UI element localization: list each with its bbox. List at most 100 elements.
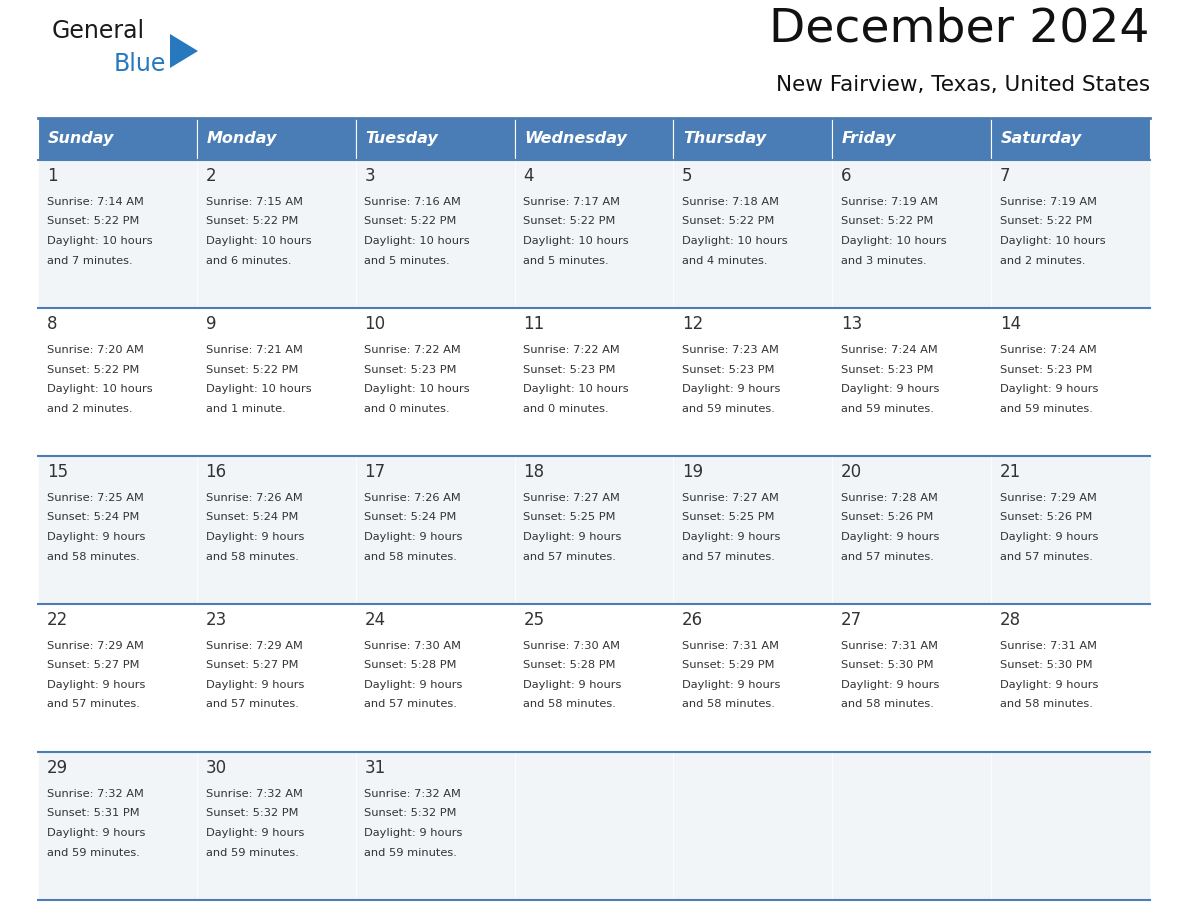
Text: Sunrise: 7:25 AM: Sunrise: 7:25 AM <box>46 493 144 503</box>
Text: Daylight: 9 hours: Daylight: 9 hours <box>206 680 304 690</box>
Text: Sunset: 5:22 PM: Sunset: 5:22 PM <box>841 217 934 227</box>
Text: Sunset: 5:23 PM: Sunset: 5:23 PM <box>841 364 934 375</box>
Bar <box>674 118 833 160</box>
Text: Sunrise: 7:24 AM: Sunrise: 7:24 AM <box>1000 345 1097 355</box>
Text: and 59 minutes.: and 59 minutes. <box>206 847 298 857</box>
Text: Sunrise: 7:26 AM: Sunrise: 7:26 AM <box>365 493 461 503</box>
Text: and 57 minutes.: and 57 minutes. <box>206 700 298 710</box>
Text: Sunrise: 7:32 AM: Sunrise: 7:32 AM <box>206 789 303 799</box>
Text: 22: 22 <box>46 611 68 629</box>
Text: 8: 8 <box>46 315 57 333</box>
Text: 27: 27 <box>841 611 862 629</box>
Bar <box>355 456 514 604</box>
Text: 16: 16 <box>206 463 227 481</box>
Text: Sunrise: 7:30 AM: Sunrise: 7:30 AM <box>365 641 461 651</box>
Text: Daylight: 9 hours: Daylight: 9 hours <box>46 532 145 542</box>
Text: and 58 minutes.: and 58 minutes. <box>1000 700 1093 710</box>
Text: and 2 minutes.: and 2 minutes. <box>46 404 132 413</box>
Text: Sunset: 5:22 PM: Sunset: 5:22 PM <box>682 217 775 227</box>
Text: Daylight: 10 hours: Daylight: 10 hours <box>523 236 628 246</box>
Text: Sunset: 5:23 PM: Sunset: 5:23 PM <box>682 364 775 375</box>
Text: Daylight: 10 hours: Daylight: 10 hours <box>682 236 788 246</box>
Text: Sunset: 5:30 PM: Sunset: 5:30 PM <box>841 660 934 670</box>
Text: 29: 29 <box>46 759 68 777</box>
Text: Sunset: 5:25 PM: Sunset: 5:25 PM <box>523 512 615 522</box>
Text: Sunrise: 7:22 AM: Sunrise: 7:22 AM <box>365 345 461 355</box>
Text: Sunday: Sunday <box>48 131 114 147</box>
Text: and 57 minutes.: and 57 minutes. <box>1000 552 1093 562</box>
Text: 10: 10 <box>365 315 386 333</box>
Text: Sunrise: 7:15 AM: Sunrise: 7:15 AM <box>206 197 303 207</box>
Text: Daylight: 10 hours: Daylight: 10 hours <box>206 236 311 246</box>
Text: Daylight: 9 hours: Daylight: 9 hours <box>365 680 463 690</box>
Text: Sunrise: 7:27 AM: Sunrise: 7:27 AM <box>682 493 779 503</box>
Text: 6: 6 <box>841 167 852 185</box>
Bar <box>674 456 833 604</box>
Text: 1: 1 <box>46 167 57 185</box>
Text: and 5 minutes.: and 5 minutes. <box>523 255 609 265</box>
Bar <box>38 604 197 752</box>
Text: Daylight: 9 hours: Daylight: 9 hours <box>46 680 145 690</box>
Text: Daylight: 10 hours: Daylight: 10 hours <box>206 384 311 394</box>
Text: Sunrise: 7:31 AM: Sunrise: 7:31 AM <box>841 641 939 651</box>
Text: 5: 5 <box>682 167 693 185</box>
Text: Sunrise: 7:27 AM: Sunrise: 7:27 AM <box>523 493 620 503</box>
Text: Sunset: 5:22 PM: Sunset: 5:22 PM <box>365 217 457 227</box>
Bar <box>355 118 514 160</box>
Text: Sunset: 5:27 PM: Sunset: 5:27 PM <box>206 660 298 670</box>
Text: Monday: Monday <box>207 131 277 147</box>
Text: and 3 minutes.: and 3 minutes. <box>841 255 927 265</box>
Text: and 58 minutes.: and 58 minutes. <box>523 700 617 710</box>
Text: Sunset: 5:31 PM: Sunset: 5:31 PM <box>46 809 139 819</box>
Text: and 0 minutes.: and 0 minutes. <box>523 404 609 413</box>
Text: and 58 minutes.: and 58 minutes. <box>46 552 140 562</box>
Bar <box>355 604 514 752</box>
Text: Wednesday: Wednesday <box>524 131 627 147</box>
Text: 20: 20 <box>841 463 862 481</box>
Text: December 2024: December 2024 <box>770 7 1150 52</box>
Text: Daylight: 10 hours: Daylight: 10 hours <box>365 384 470 394</box>
Text: Sunset: 5:28 PM: Sunset: 5:28 PM <box>365 660 457 670</box>
Text: 30: 30 <box>206 759 227 777</box>
Text: and 58 minutes.: and 58 minutes. <box>841 700 934 710</box>
Bar <box>674 308 833 456</box>
Text: Sunset: 5:24 PM: Sunset: 5:24 PM <box>365 512 457 522</box>
Bar <box>197 604 355 752</box>
Bar <box>514 160 674 308</box>
Text: Tuesday: Tuesday <box>365 131 438 147</box>
Text: 17: 17 <box>365 463 386 481</box>
Text: 26: 26 <box>682 611 703 629</box>
Text: and 58 minutes.: and 58 minutes. <box>365 552 457 562</box>
Text: Sunrise: 7:26 AM: Sunrise: 7:26 AM <box>206 493 302 503</box>
Bar <box>833 160 991 308</box>
Bar <box>833 308 991 456</box>
Text: Daylight: 10 hours: Daylight: 10 hours <box>46 236 152 246</box>
Text: Sunrise: 7:17 AM: Sunrise: 7:17 AM <box>523 197 620 207</box>
Bar <box>674 160 833 308</box>
Text: Sunrise: 7:16 AM: Sunrise: 7:16 AM <box>365 197 461 207</box>
Text: Sunset: 5:30 PM: Sunset: 5:30 PM <box>1000 660 1093 670</box>
Bar <box>514 308 674 456</box>
Text: Daylight: 10 hours: Daylight: 10 hours <box>523 384 628 394</box>
Bar <box>514 752 674 900</box>
Bar <box>674 752 833 900</box>
Bar <box>514 604 674 752</box>
Text: Daylight: 10 hours: Daylight: 10 hours <box>46 384 152 394</box>
Text: 24: 24 <box>365 611 386 629</box>
Text: Sunrise: 7:22 AM: Sunrise: 7:22 AM <box>523 345 620 355</box>
Bar <box>991 752 1150 900</box>
Bar <box>197 752 355 900</box>
Bar <box>355 160 514 308</box>
Bar <box>833 604 991 752</box>
Text: Daylight: 9 hours: Daylight: 9 hours <box>841 532 940 542</box>
Bar <box>38 456 197 604</box>
Text: Daylight: 10 hours: Daylight: 10 hours <box>365 236 470 246</box>
Text: and 59 minutes.: and 59 minutes. <box>841 404 934 413</box>
Text: and 0 minutes.: and 0 minutes. <box>365 404 450 413</box>
Bar <box>197 308 355 456</box>
Text: Daylight: 9 hours: Daylight: 9 hours <box>841 680 940 690</box>
Text: Sunrise: 7:31 AM: Sunrise: 7:31 AM <box>682 641 779 651</box>
Text: 31: 31 <box>365 759 386 777</box>
Bar <box>355 308 514 456</box>
Text: and 5 minutes.: and 5 minutes. <box>365 255 450 265</box>
